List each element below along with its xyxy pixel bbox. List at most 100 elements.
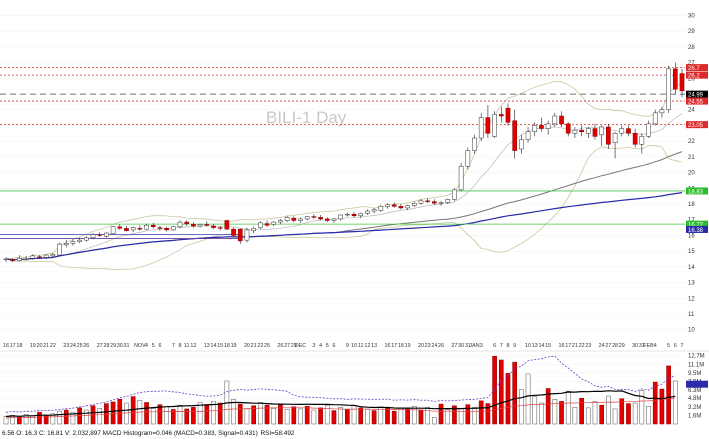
x-tick-label: 9 <box>346 343 349 349</box>
status-prefix: 6.56 O: 16.3 C: 16.81 V: 2,032,897 <box>2 430 101 437</box>
volume-bar <box>284 409 290 425</box>
candle-body <box>224 220 230 230</box>
candle-body <box>525 131 531 140</box>
candle-body <box>304 216 310 220</box>
x-tick-label: 6 <box>332 343 335 349</box>
x-tick-label: 14 <box>538 343 544 349</box>
x-tick-label: 20 <box>36 343 42 349</box>
x-tick-label: 5 <box>152 343 155 349</box>
x-tick-label: 22 <box>579 343 585 349</box>
candle-body <box>177 221 183 228</box>
x-tick-label: 31 <box>465 343 471 349</box>
volume-bar <box>532 396 538 425</box>
candle-body <box>465 150 471 167</box>
x-tick-label: 19 <box>405 343 411 349</box>
bollinger-upper-line <box>5 80 683 260</box>
candle-body <box>639 136 645 145</box>
candle-body <box>552 115 558 125</box>
candle-body <box>63 243 69 246</box>
price-tag-label: 16.38 <box>688 228 704 234</box>
candle-body <box>258 222 263 228</box>
volume-bar <box>619 398 625 425</box>
x-tick-label: 13 <box>204 343 210 349</box>
volume-bar <box>211 401 216 425</box>
volume-bar <box>298 408 303 425</box>
x-tick-label: 21 <box>43 343 49 349</box>
x-tick-label: 24 <box>70 343 76 349</box>
volume-bar <box>579 397 584 425</box>
candle-body <box>97 234 103 236</box>
candle-body <box>324 218 330 221</box>
y-tick-label: 27 <box>688 61 695 67</box>
volume-bar <box>104 403 109 425</box>
x-tick-label: 29 <box>619 343 625 349</box>
candle-body <box>358 213 364 217</box>
x-tick-label: 28 <box>612 343 618 349</box>
volume-bar <box>632 402 638 425</box>
x-tick-label: 31 <box>639 343 645 349</box>
candle-body <box>104 232 109 237</box>
candle-body <box>204 224 210 226</box>
y-tick-label: 11 <box>688 312 695 318</box>
candle-body <box>666 68 671 110</box>
x-tick-label: 17 <box>391 343 397 349</box>
x-tick-label: 4 <box>654 343 657 349</box>
x-tick-label: 30 <box>632 343 638 349</box>
candle-body <box>371 209 377 212</box>
candle-body <box>351 213 357 217</box>
volume-bar <box>418 409 424 425</box>
volume-bar <box>83 409 89 425</box>
candle-body <box>90 234 96 239</box>
x-tick-label: 7 <box>172 343 175 349</box>
candle-body <box>472 137 477 151</box>
candle-body <box>70 241 76 244</box>
status-rsi: RSI=58.492 <box>261 430 295 437</box>
volume-bar <box>124 402 129 425</box>
volume-bar <box>50 413 56 425</box>
date-axis: 16 17 18 19 20 21 22 23 24 25 26 27 28 29 30 31 NOV 4 5 6 7 8… <box>3 343 684 349</box>
volume-bar <box>592 401 598 425</box>
candle-body <box>298 218 303 221</box>
candle-body <box>619 128 625 134</box>
volume-bar <box>70 411 76 425</box>
candle-body <box>606 126 611 145</box>
volume-bar <box>197 402 203 425</box>
price-axis: 3029282726252423222120191817161514131211… <box>688 13 695 333</box>
x-tick-label: 25 <box>264 343 270 349</box>
candle-body <box>679 73 685 92</box>
volume-bar <box>552 399 558 425</box>
price-grid <box>0 15 687 331</box>
x-tick-label: 3 <box>312 343 315 349</box>
candle-body <box>23 258 29 261</box>
y-tick-label: 22 <box>688 139 695 145</box>
volume-bar <box>150 408 156 425</box>
y-tick-label: 29 <box>688 29 695 35</box>
volume-bar <box>559 401 564 425</box>
volume-bar <box>385 408 390 425</box>
candle-body <box>191 224 196 227</box>
volume-tick-label: 4.8M <box>688 396 701 402</box>
price-tag-bg <box>686 121 708 129</box>
candle-body <box>117 226 123 229</box>
candle-body <box>411 202 417 206</box>
candle-body <box>17 257 22 261</box>
ma-long-line <box>5 192 683 261</box>
horizontal-levels <box>0 67 685 225</box>
candle-body <box>211 225 216 228</box>
x-tick-label: 22 <box>50 343 56 349</box>
volume-bar <box>130 396 136 425</box>
x-tick-label: 6 <box>158 343 161 349</box>
x-tick-label: 12 <box>364 343 370 349</box>
y-tick-label: 21 <box>688 155 695 161</box>
volume-bar <box>458 408 464 425</box>
x-tick-label: 28 <box>103 343 109 349</box>
x-tick-label: 6 <box>493 343 496 349</box>
x-tick-label: 7 <box>500 343 503 349</box>
candle-body <box>505 107 511 123</box>
candle-body <box>237 228 243 242</box>
candle-body <box>144 224 149 230</box>
volume-bar <box>264 404 270 425</box>
x-tick-label: 5 <box>326 343 329 349</box>
volume-bar <box>23 414 29 425</box>
